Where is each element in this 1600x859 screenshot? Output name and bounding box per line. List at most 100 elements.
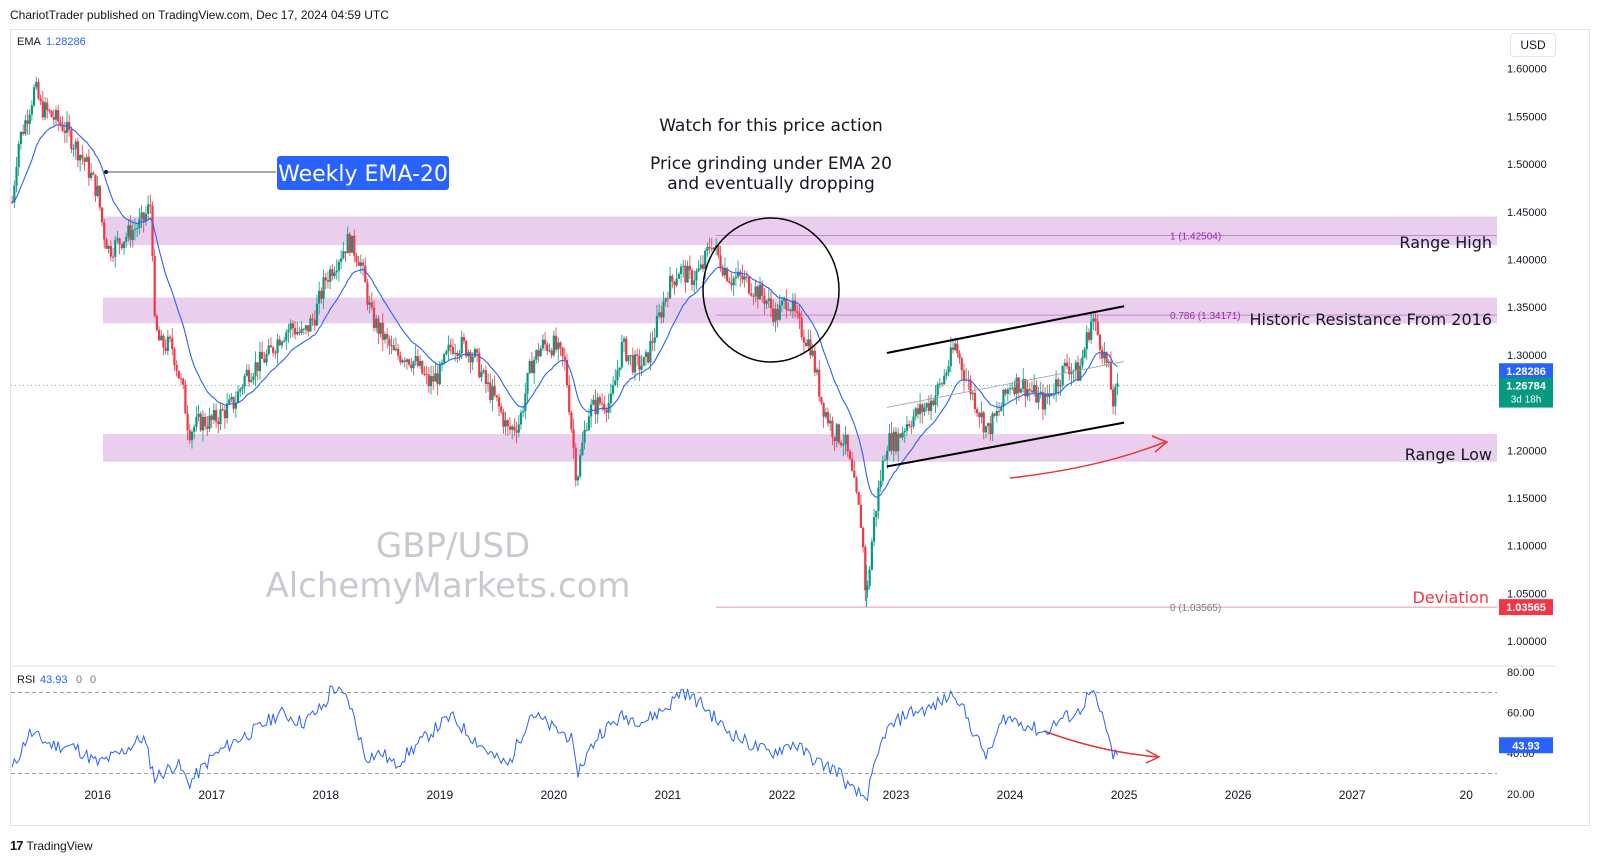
candle-body	[868, 569, 871, 586]
candle-body	[897, 433, 900, 452]
candle-body	[530, 361, 534, 374]
candle-body	[390, 345, 393, 347]
candle-body	[587, 416, 591, 430]
candle-body	[140, 212, 143, 219]
candle-body	[995, 411, 998, 416]
candle-body	[206, 426, 209, 429]
candle-body	[320, 290, 323, 299]
candle-body	[1028, 389, 1031, 391]
candle-body	[204, 416, 207, 427]
candle-body	[247, 369, 251, 382]
candle-body	[15, 167, 18, 186]
candle-body	[454, 353, 457, 355]
candle-body	[74, 141, 77, 149]
candle-body	[364, 265, 367, 283]
candle-body	[585, 429, 588, 431]
candle-body	[611, 385, 615, 394]
candle-body	[232, 397, 235, 409]
candle-body	[397, 348, 400, 356]
candle-body	[1041, 391, 1045, 410]
candle-body	[175, 365, 178, 371]
candle-body	[241, 386, 244, 390]
candle-body	[1087, 332, 1091, 340]
candle-body	[475, 349, 479, 353]
candle-body	[892, 431, 895, 451]
candle-body	[57, 110, 60, 122]
candle-body	[835, 424, 838, 442]
candle-body	[802, 337, 805, 343]
candle-body	[951, 347, 955, 350]
candle-body	[840, 442, 843, 446]
candle-body	[910, 425, 913, 427]
candle-body	[1050, 393, 1053, 395]
candle-body	[416, 356, 419, 366]
candle-body	[857, 492, 860, 505]
candle-body	[572, 429, 575, 448]
candle-body	[399, 355, 402, 363]
candle-body	[870, 541, 873, 570]
labels-layer: Weekly EMA-20 Watch for this price action…	[17, 36, 1492, 686]
candle-body	[285, 332, 288, 341]
candle-body	[252, 376, 255, 380]
candle-body	[565, 359, 569, 386]
candle-body	[243, 375, 246, 387]
x-tick-label: 2016	[84, 788, 111, 802]
candle-body	[408, 359, 411, 365]
candle-body	[673, 281, 676, 286]
candle-body	[122, 241, 126, 249]
candle-body	[302, 328, 305, 330]
candle-body	[184, 384, 187, 414]
candle-body	[699, 264, 702, 269]
channel-midline	[886, 361, 1125, 408]
candle-body	[401, 360, 404, 363]
candle-body	[605, 410, 608, 413]
candle-body	[261, 351, 264, 359]
footer-brand[interactable]: 17 TradingView	[10, 838, 93, 853]
candle-body	[392, 345, 395, 351]
candle-body	[723, 268, 727, 276]
candle-body	[982, 412, 985, 433]
candle-body	[460, 336, 463, 354]
candle-body	[561, 347, 564, 357]
candle-body	[100, 207, 104, 223]
candle-body	[436, 373, 439, 385]
candle-body	[225, 403, 229, 419]
candle-body	[675, 278, 678, 286]
candle-body	[276, 339, 279, 354]
candle-body	[774, 308, 777, 322]
weekly-ema-label: Weekly EMA-20	[278, 162, 448, 187]
candle-body	[164, 347, 167, 351]
candle-body	[342, 251, 345, 259]
candle-body	[1085, 332, 1088, 350]
rsi-layer	[11, 684, 1497, 802]
candle-body	[105, 239, 108, 249]
candle-body	[660, 312, 663, 318]
candle-body	[620, 341, 623, 368]
candle-body	[298, 331, 301, 333]
candle-body	[793, 300, 797, 312]
y-tick-label: 1.30000	[1507, 350, 1547, 362]
currency-button[interactable]: USD	[1510, 33, 1556, 57]
candle-body	[81, 155, 84, 159]
candle-body	[526, 372, 529, 394]
candle-body	[668, 275, 672, 299]
publisher-line: ChariotTrader published on TradingView.c…	[10, 8, 389, 22]
candle-body	[179, 378, 183, 380]
candle-body	[833, 437, 836, 442]
candle-body	[796, 311, 799, 313]
candle-body	[655, 315, 659, 338]
candle-body	[157, 329, 161, 341]
candle-body	[640, 365, 643, 370]
candle-body	[693, 280, 696, 285]
candle-body	[212, 410, 216, 420]
y-tick-label: 1.55000	[1507, 111, 1547, 123]
candle-body	[616, 370, 619, 381]
candle-body	[355, 255, 358, 262]
candle-body	[296, 331, 299, 335]
candle-body	[456, 353, 459, 356]
candle-body	[625, 338, 628, 361]
y-tick-label: 1.20000	[1507, 445, 1547, 457]
ema-legend-value: 1.28286	[46, 36, 86, 48]
candle-body	[976, 409, 979, 414]
